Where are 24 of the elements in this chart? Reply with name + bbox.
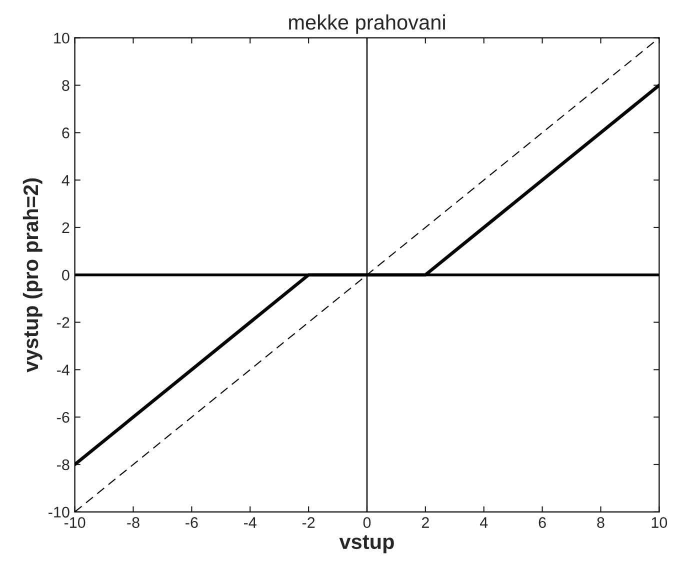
y-tick-label: -4 (57, 364, 70, 376)
y-axis-title: vystup (pro prah=2) (22, 178, 42, 372)
x-tick-label: 4 (480, 517, 488, 528)
y-tick-label: 10 (54, 32, 70, 44)
x-axis-title: vstup (339, 535, 394, 554)
x-tick-label: 8 (597, 517, 604, 528)
y-tick-label: 4 (62, 175, 70, 186)
y-tick-label: 0 (62, 270, 70, 281)
x-tick-label: -2 (302, 517, 315, 528)
y-tick-label: -2 (57, 317, 70, 328)
y-tick-label: -8 (57, 459, 70, 470)
x-tick-label: 10 (652, 517, 668, 528)
x-tick-label: -4 (244, 517, 256, 528)
y-tick-label: -10 (48, 506, 70, 518)
y-tick-label: 2 (62, 222, 70, 234)
x-tick-label: -6 (186, 517, 198, 528)
y-tick-label: 6 (62, 128, 70, 138)
y-tick-label: 8 (62, 80, 70, 91)
chart-title: mekke prahovani (289, 14, 445, 34)
y-tick-label: -6 (57, 412, 70, 423)
x-tick-label: 2 (422, 517, 429, 528)
x-tick-label: 6 (538, 517, 546, 528)
x-tick-label: -8 (127, 517, 140, 528)
x-tick-label: 0 (363, 517, 371, 528)
